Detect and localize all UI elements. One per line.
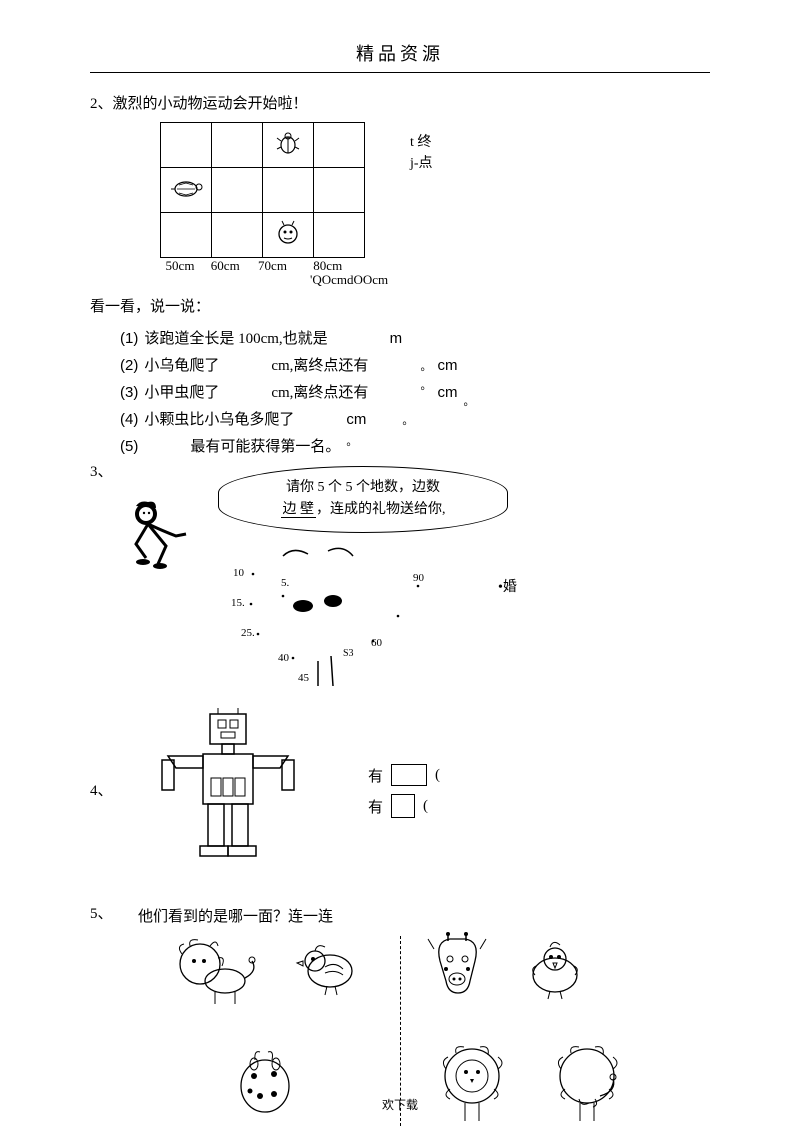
- lion-back-icon: [545, 1041, 630, 1131]
- q2-prompt: 2、激烈的小动物运动会开始啦！: [90, 91, 710, 118]
- page-header-title: 精品资源: [90, 40, 710, 66]
- bird-side-icon: [295, 939, 365, 999]
- page-footer: 欢下载: [0, 1096, 800, 1113]
- q4-number: 4、: [90, 781, 108, 802]
- giraffe-front-icon: [420, 931, 495, 1011]
- rectangle-icon: [391, 764, 427, 786]
- turtle-icon: [169, 177, 203, 199]
- robot-icon: [148, 706, 308, 876]
- q5-prompt: 他们看到的是哪一面？连一连: [138, 904, 333, 931]
- race-grid: [160, 122, 365, 258]
- q3-number: 3、: [90, 462, 108, 696]
- svg-text:60: 60: [371, 637, 383, 649]
- header-rule: [90, 72, 710, 73]
- q5-number: 5、: [90, 904, 108, 931]
- svg-text:10: 10: [233, 567, 245, 579]
- svg-text:S3: S3: [343, 648, 354, 659]
- connect-dots-icon: 10 5. 15. 25. 40 45 S3 60 90: [223, 546, 483, 696]
- race-endpoint-label: t 终 j-点: [410, 132, 433, 174]
- q2-grid-wrap: 50cm 60cm 70cm 80cm 'QOcmdOOcm t 终 j-点: [160, 122, 710, 288]
- stray-text: •婚: [498, 576, 517, 596]
- svg-text:45: 45: [298, 672, 310, 684]
- svg-text:5.: 5.: [281, 577, 290, 589]
- child-running-icon: [118, 496, 228, 576]
- bug-icon: [274, 220, 302, 246]
- look-and-say: 看一看，说一说：: [90, 294, 710, 321]
- speech-bubble: 请你 5 个 5 个地数，边数 边 壁，连成的礼物送给你,: [218, 466, 508, 533]
- q4-answers: 有 ( 有 (: [368, 756, 440, 826]
- svg-text:40: 40: [278, 652, 290, 664]
- svg-text:15.: 15.: [231, 597, 245, 609]
- lion-front-icon: [430, 1041, 515, 1131]
- square-icon: [391, 794, 415, 818]
- lion-side-icon: [170, 936, 260, 1011]
- q2-items: (1) 该跑道全长是 100cm,也就是 m (2) 小乌龟爬了 cm,离终点还…: [120, 327, 710, 456]
- svg-text:90: 90: [413, 572, 425, 584]
- beetle-icon: [274, 131, 302, 155]
- garbled-text: 'QOcmdOOcm: [160, 272, 710, 288]
- svg-text:25.: 25.: [241, 627, 255, 639]
- q3-figure: 请你 5 个 5 个地数，边数 边 壁，连成的礼物送给你, 10 5.: [118, 466, 710, 696]
- bird-front-icon: [520, 941, 590, 1001]
